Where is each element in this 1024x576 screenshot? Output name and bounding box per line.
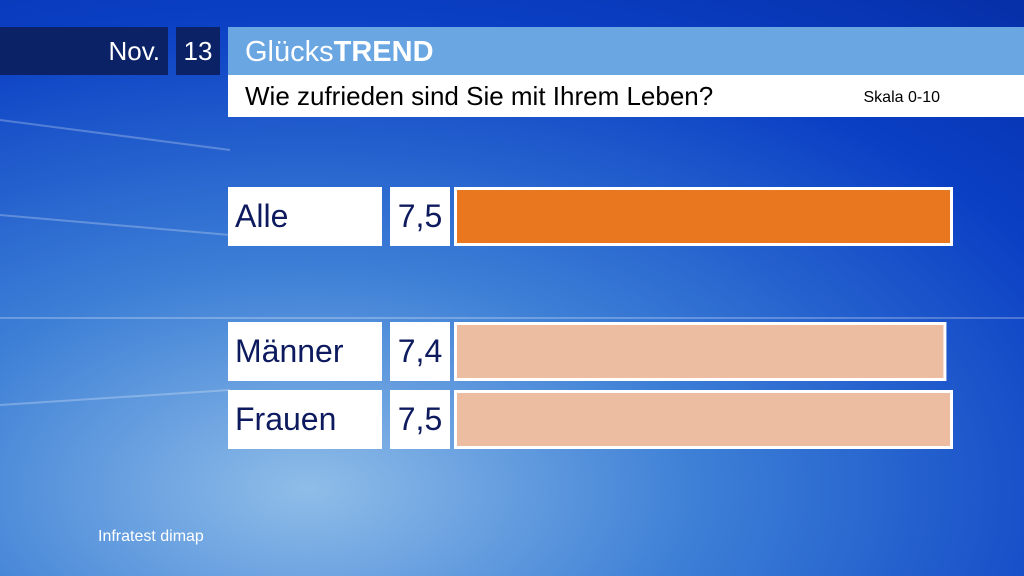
value-box: [390, 187, 450, 246]
source: Infratest dimap: [98, 528, 204, 545]
label-box: [228, 187, 382, 246]
bar: [457, 190, 950, 243]
category-label: Alle: [235, 198, 288, 234]
month: Nov.: [108, 36, 160, 66]
label-box: [228, 390, 382, 449]
value-label: 7,5: [398, 198, 442, 234]
bar: [457, 325, 944, 378]
title-bar: [228, 27, 1024, 75]
category-label: Männer: [235, 333, 344, 369]
month-box: [0, 27, 168, 75]
scale-note: Skala 0-10: [864, 89, 941, 106]
chart-title: GlücksTREND: [245, 36, 434, 68]
value-label: 7,4: [398, 333, 442, 369]
value-box: [390, 390, 450, 449]
title-regular: Glücks: [245, 36, 334, 68]
value-label: 7,5: [398, 401, 442, 437]
title-bold: TREND: [334, 36, 434, 68]
year: 13: [184, 36, 213, 66]
value-box: [390, 322, 450, 381]
category-label: Frauen: [235, 401, 336, 437]
bar: [457, 393, 950, 446]
label-box: [228, 322, 382, 381]
year-box: [176, 27, 220, 75]
question-bar: [228, 75, 1024, 117]
subtitle: Wie zufrieden sind Sie mit Ihrem Leben?: [245, 81, 713, 111]
light-streaks: [0, 119, 1024, 406]
